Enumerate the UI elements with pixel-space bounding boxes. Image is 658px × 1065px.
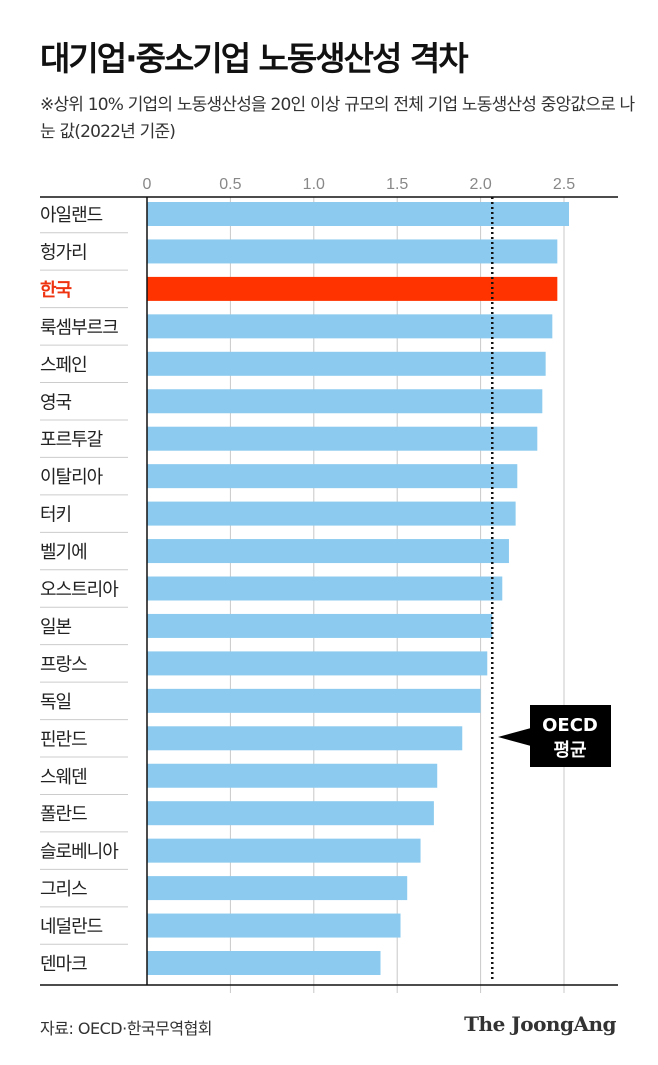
bar-덴마크 [147, 951, 381, 975]
category-label: 포르투갈 [40, 430, 103, 451]
bar-한국 [147, 276, 558, 301]
bar-프랑스 [147, 651, 488, 676]
bar-핀란드 [147, 726, 463, 751]
bar-아일랜드 [147, 202, 570, 226]
x-tick-label: 2.5 [553, 176, 575, 193]
category-label: 오스트리아 [40, 580, 119, 601]
bar-스페인 [147, 351, 546, 376]
category-label: 아일랜드 [40, 205, 103, 226]
bar-벨기에 [147, 539, 509, 564]
chart-title: 대기업·중소기업 노동생산성 격차 [40, 39, 469, 78]
category-label: 그리스 [40, 879, 87, 900]
x-tick-label: 1.5 [386, 176, 408, 193]
category-label: 폴란드 [40, 804, 87, 825]
bar-룩셈부르크 [147, 314, 553, 339]
oecd-callout-box [530, 705, 611, 767]
category-label: 헝가리 [40, 242, 87, 263]
bar-포르투갈 [147, 426, 538, 451]
publisher-logo: The JoongAng [464, 1012, 616, 1036]
source-note: 자료: OECD·한국무역협회 [40, 1019, 213, 1038]
bar-터키 [147, 501, 516, 526]
bar-슬로베니아 [147, 838, 421, 863]
x-tick-label: 0 [143, 176, 152, 193]
x-tick-label: 1.0 [303, 176, 325, 193]
category-label: 스웨덴 [40, 767, 87, 788]
bar-폴란드 [147, 801, 434, 826]
category-label: 덴마크 [40, 954, 87, 975]
category-label: 영국 [40, 392, 72, 413]
bar-오스트리아 [147, 576, 503, 601]
bar-영국 [147, 389, 543, 414]
x-tick-label: 0.5 [219, 176, 241, 193]
category-label: 슬로베니아 [40, 842, 119, 863]
category-label: 프랑스 [40, 654, 87, 675]
category-label: 독일 [40, 692, 71, 713]
bar-이탈리아 [147, 464, 518, 489]
category-label: 룩셈부르크 [40, 317, 118, 338]
category-label: 스페인 [40, 355, 87, 376]
x-tick-label: 2.0 [469, 176, 491, 193]
callout-pointer [498, 728, 531, 746]
chart-subtitle: ※상위 10% 기업의 노동생산성을 20인 이상 규모의 전체 기업 노동생산… [40, 95, 635, 142]
category-label: 터키 [40, 505, 71, 526]
oecd-callout-label: OECD [542, 715, 598, 736]
bar-독일 [147, 688, 481, 713]
bar-네덜란드 [147, 913, 401, 938]
oecd-callout-label: 평균 [553, 740, 586, 761]
category-label: 일본 [40, 617, 72, 638]
bar-헝가리 [147, 239, 558, 264]
category-label: 벨기에 [40, 542, 87, 563]
category-label: 핀란드 [40, 729, 87, 750]
category-label: 네덜란드 [40, 917, 103, 938]
bar-일본 [147, 613, 493, 638]
bar-그리스 [147, 876, 408, 901]
category-label: 한국 [40, 280, 72, 301]
bar-스웨덴 [147, 763, 438, 788]
category-label: 이탈리아 [40, 467, 104, 488]
